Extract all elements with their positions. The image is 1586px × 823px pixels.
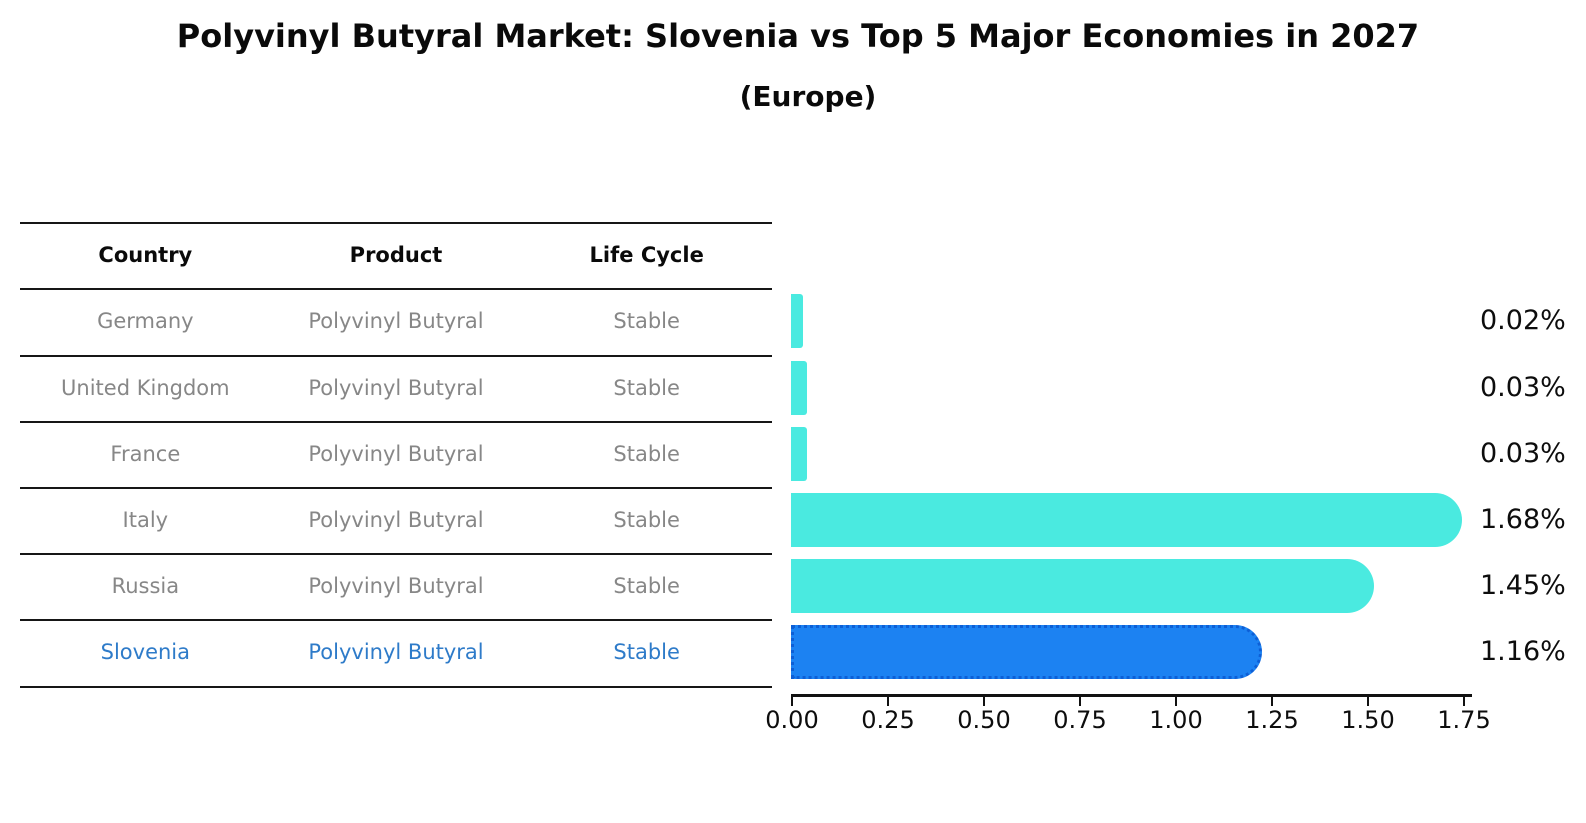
table-line bbox=[20, 288, 772, 290]
life-cycle-cell: Stable bbox=[613, 309, 680, 333]
value-label: 1.45% bbox=[1480, 570, 1566, 601]
bar-germany bbox=[791, 294, 803, 348]
x-tick-label: 0.00 bbox=[765, 706, 819, 734]
table-line bbox=[20, 487, 772, 489]
country-cell: Russia bbox=[111, 574, 180, 598]
x-tick-mark bbox=[1079, 697, 1081, 706]
bar-slovenia-highlighted bbox=[791, 625, 1263, 679]
table-line bbox=[20, 686, 772, 688]
x-tick-mark bbox=[983, 697, 985, 706]
column-header-country: Country bbox=[98, 243, 193, 267]
table-line bbox=[20, 619, 772, 621]
x-tick-mark bbox=[1367, 697, 1369, 706]
value-label: 1.68% bbox=[1480, 504, 1566, 535]
x-tick-label: 0.50 bbox=[957, 706, 1011, 734]
table-row: United Kingdom Polyvinyl Butyral Stable bbox=[20, 355, 772, 421]
x-tick-label: 1.25 bbox=[1245, 706, 1299, 734]
x-axis-line bbox=[791, 694, 1472, 697]
bar-united-kingdom bbox=[791, 361, 807, 415]
x-tick-mark bbox=[887, 697, 889, 706]
life-cycle-cell: Stable bbox=[613, 442, 680, 466]
table-line bbox=[20, 355, 772, 357]
table-row-highlighted: Slovenia Polyvinyl Butyral Stable bbox=[20, 619, 772, 685]
table-row: Germany Polyvinyl Butyral Stable bbox=[20, 288, 772, 354]
value-label: 0.03% bbox=[1480, 372, 1566, 403]
table-line bbox=[20, 421, 772, 423]
product-cell: Polyvinyl Butyral bbox=[308, 574, 484, 598]
bar-italy bbox=[791, 493, 1463, 547]
life-cycle-cell: Stable bbox=[613, 508, 680, 532]
bar-france bbox=[791, 427, 807, 481]
x-tick-label: 1.00 bbox=[1149, 706, 1203, 734]
product-cell: Polyvinyl Butyral bbox=[308, 442, 484, 466]
x-tick-mark bbox=[791, 697, 793, 706]
country-cell: Germany bbox=[97, 309, 194, 333]
country-cell: France bbox=[110, 442, 181, 466]
table-row: Italy Polyvinyl Butyral Stable bbox=[20, 487, 772, 553]
x-tick-label: 0.25 bbox=[861, 706, 915, 734]
table-header-row: Country Product Life Cycle bbox=[20, 222, 772, 288]
x-tick-mark bbox=[1175, 697, 1177, 706]
life-cycle-cell: Stable bbox=[613, 376, 680, 400]
page-subtitle: (Europe) bbox=[739, 80, 877, 113]
country-cell: Slovenia bbox=[100, 640, 191, 664]
column-header-life-cycle: Life Cycle bbox=[589, 243, 704, 267]
page-title: Polyvinyl Butyral Market: Slovenia vs To… bbox=[176, 17, 1420, 55]
product-cell: Polyvinyl Butyral bbox=[308, 376, 484, 400]
country-cell: Italy bbox=[122, 508, 169, 532]
value-label: 1.16% bbox=[1480, 636, 1566, 667]
x-tick-mark bbox=[1463, 697, 1465, 706]
table-row: Russia Polyvinyl Butyral Stable bbox=[20, 553, 772, 619]
x-tick-label: 1.50 bbox=[1341, 706, 1395, 734]
column-header-product: Product bbox=[349, 243, 443, 267]
life-cycle-cell: Stable bbox=[613, 574, 680, 598]
country-cell: United Kingdom bbox=[61, 376, 230, 400]
product-cell: Polyvinyl Butyral bbox=[308, 508, 484, 532]
x-tick-label: 1.75 bbox=[1437, 706, 1491, 734]
value-label: 0.03% bbox=[1480, 438, 1566, 469]
table-row: France Polyvinyl Butyral Stable bbox=[20, 421, 772, 487]
product-cell: Polyvinyl Butyral bbox=[308, 640, 484, 664]
x-tick-label: 0.75 bbox=[1053, 706, 1107, 734]
table-line bbox=[20, 553, 772, 555]
life-cycle-cell: Stable bbox=[613, 640, 680, 664]
table-line bbox=[20, 222, 772, 224]
bar-russia bbox=[791, 559, 1374, 613]
x-tick-mark bbox=[1271, 697, 1273, 706]
product-cell: Polyvinyl Butyral bbox=[308, 309, 484, 333]
value-label: 0.02% bbox=[1480, 305, 1566, 336]
